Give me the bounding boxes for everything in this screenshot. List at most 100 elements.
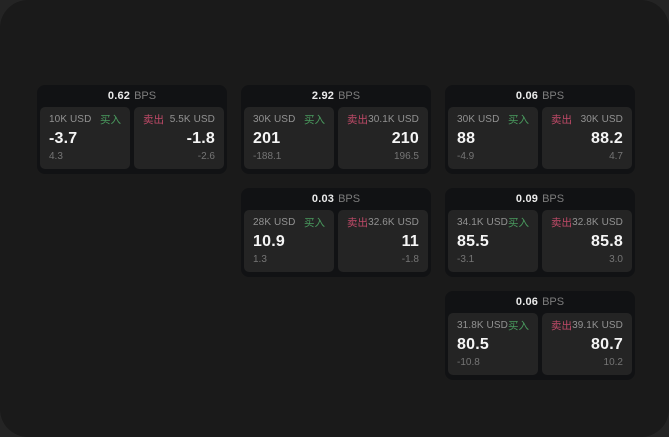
sell-delta: 4.7 (609, 151, 623, 162)
buy-delta: 1.3 (253, 254, 267, 265)
buy-amount: 34.1K USD (457, 217, 508, 228)
sell-price: 85.8 (591, 232, 623, 250)
buy-sell-panels: 30K USD 买入 88 -4.9 卖出 30K USD 88.2 4.7 (445, 107, 635, 169)
sell-panel-top: 卖出 32.6K USD (347, 217, 419, 229)
sell-panel[interactable]: 卖出 30K USD 88.2 4.7 (542, 107, 632, 169)
bps-unit-label: BPS (338, 193, 361, 205)
buy-panel-top: 34.1K USD 买入 (457, 217, 529, 229)
buy-panel[interactable]: 30K USD 买入 201 -188.1 (244, 107, 334, 169)
buy-sell-panels: 31.8K USD 买入 80.5 -10.8 卖出 39.1K USD 80.… (445, 313, 635, 375)
buy-delta: -3.1 (457, 254, 475, 265)
sell-price: 210 (391, 129, 419, 147)
sell-price: 80.7 (591, 335, 623, 353)
buy-panel-top: 31.8K USD 买入 (457, 320, 529, 332)
bps-value: 2.92 (311, 90, 335, 102)
sell-amount: 30K USD (580, 114, 623, 125)
sell-panel[interactable]: 卖出 32.6K USD 11 -1.8 (338, 210, 428, 272)
sell-delta: 196.5 (393, 151, 419, 162)
sell-amount: 32.6K USD (368, 217, 419, 228)
quote-card: 2.92 BPS 30K USD 买入 201 -188.1 卖出 30.1K … (241, 85, 431, 174)
bps-unit-label: BPS (134, 90, 157, 102)
bps-unit-label: BPS (338, 90, 361, 102)
buy-delta: -188.1 (253, 151, 282, 162)
card-header: 2.92 BPS (241, 85, 431, 107)
sell-delta: -1.8 (401, 254, 419, 265)
sell-side-label: 卖出 (551, 114, 572, 126)
sell-panel-top: 卖出 30K USD (551, 114, 623, 126)
sell-side-label: 卖出 (551, 217, 572, 229)
buy-delta: 4.3 (49, 151, 63, 162)
buy-amount: 30K USD (457, 114, 500, 125)
buy-panel-top: 30K USD 买入 (457, 114, 529, 126)
sell-price: -1.8 (186, 129, 215, 147)
bps-value: 0.06 (515, 90, 539, 102)
buy-panel[interactable]: 28K USD 买入 10.9 1.3 (244, 210, 334, 272)
card-header: 0.03 BPS (241, 188, 431, 210)
buy-panel[interactable]: 10K USD 买入 -3.7 4.3 (40, 107, 130, 169)
buy-sell-panels: 30K USD 买入 201 -188.1 卖出 30.1K USD 210 1… (241, 107, 431, 169)
sell-panel[interactable]: 卖出 39.1K USD 80.7 10.2 (542, 313, 632, 375)
sell-amount: 5.5K USD (169, 114, 215, 125)
buy-panel[interactable]: 34.1K USD 买入 85.5 -3.1 (448, 210, 538, 272)
bps-unit-label: BPS (542, 296, 565, 308)
buy-sell-panels: 28K USD 买入 10.9 1.3 卖出 32.6K USD 11 -1.8 (241, 210, 431, 272)
buy-price: 88 (457, 129, 476, 147)
buy-side-label: 买入 (508, 217, 529, 229)
card-header: 0.09 BPS (445, 188, 635, 210)
quote-card: 0.03 BPS 28K USD 买入 10.9 1.3 卖出 32.6K US… (241, 188, 431, 277)
quote-card: 0.62 BPS 10K USD 买入 -3.7 4.3 卖出 5.5K USD… (37, 85, 227, 174)
sell-amount: 32.8K USD (572, 217, 623, 228)
sell-price: 11 (401, 232, 419, 250)
bps-value: 0.03 (311, 193, 335, 205)
sell-panel[interactable]: 卖出 5.5K USD -1.8 -2.6 (134, 107, 224, 169)
sell-price: 88.2 (591, 129, 623, 147)
buy-panel-top: 10K USD 买入 (49, 114, 121, 126)
sell-panel[interactable]: 卖出 32.8K USD 85.8 3.0 (542, 210, 632, 272)
sell-side-label: 卖出 (143, 114, 164, 126)
buy-side-label: 买入 (100, 114, 121, 126)
quote-card: 0.06 BPS 30K USD 买入 88 -4.9 卖出 30K USD 8… (445, 85, 635, 174)
buy-price: 80.5 (457, 335, 489, 353)
quote-card: 0.06 BPS 31.8K USD 买入 80.5 -10.8 卖出 39.1… (445, 291, 635, 380)
buy-delta: -4.9 (457, 151, 475, 162)
buy-sell-panels: 34.1K USD 买入 85.5 -3.1 卖出 32.8K USD 85.8… (445, 210, 635, 272)
sell-side-label: 卖出 (347, 114, 368, 126)
buy-amount: 10K USD (49, 114, 92, 125)
buy-amount: 30K USD (253, 114, 296, 125)
sell-panel-top: 卖出 39.1K USD (551, 320, 623, 332)
sell-panel-top: 卖出 32.8K USD (551, 217, 623, 229)
sell-amount: 39.1K USD (572, 320, 623, 331)
bps-unit-label: BPS (542, 193, 565, 205)
buy-side-label: 买入 (304, 114, 325, 126)
sell-delta: 3.0 (609, 254, 623, 265)
sell-delta: -2.6 (197, 151, 215, 162)
bps-value: 0.09 (515, 193, 539, 205)
sell-amount: 30.1K USD (368, 114, 419, 125)
buy-panel-top: 28K USD 买入 (253, 217, 325, 229)
buy-side-label: 买入 (508, 320, 529, 332)
sell-panel[interactable]: 卖出 30.1K USD 210 196.5 (338, 107, 428, 169)
buy-delta: -10.8 (457, 357, 480, 368)
sell-panel-top: 卖出 30.1K USD (347, 114, 419, 126)
buy-price: -3.7 (49, 129, 78, 147)
buy-price: 85.5 (457, 232, 489, 250)
quote-card: 0.09 BPS 34.1K USD 买入 85.5 -3.1 卖出 32.8K… (445, 188, 635, 277)
buy-panel[interactable]: 30K USD 买入 88 -4.9 (448, 107, 538, 169)
buy-sell-panels: 10K USD 买入 -3.7 4.3 卖出 5.5K USD -1.8 -2.… (37, 107, 227, 169)
card-header: 0.06 BPS (445, 85, 635, 107)
bps-unit-label: BPS (542, 90, 565, 102)
bps-value: 0.06 (515, 296, 539, 308)
sell-side-label: 卖出 (347, 217, 368, 229)
buy-side-label: 买入 (508, 114, 529, 126)
buy-amount: 31.8K USD (457, 320, 508, 331)
card-header: 0.62 BPS (37, 85, 227, 107)
buy-panel[interactable]: 31.8K USD 买入 80.5 -10.8 (448, 313, 538, 375)
bps-value: 0.62 (107, 90, 131, 102)
buy-amount: 28K USD (253, 217, 296, 228)
buy-side-label: 买入 (304, 217, 325, 229)
sell-panel-top: 卖出 5.5K USD (143, 114, 215, 126)
buy-price: 201 (253, 129, 281, 147)
sell-side-label: 卖出 (551, 320, 572, 332)
